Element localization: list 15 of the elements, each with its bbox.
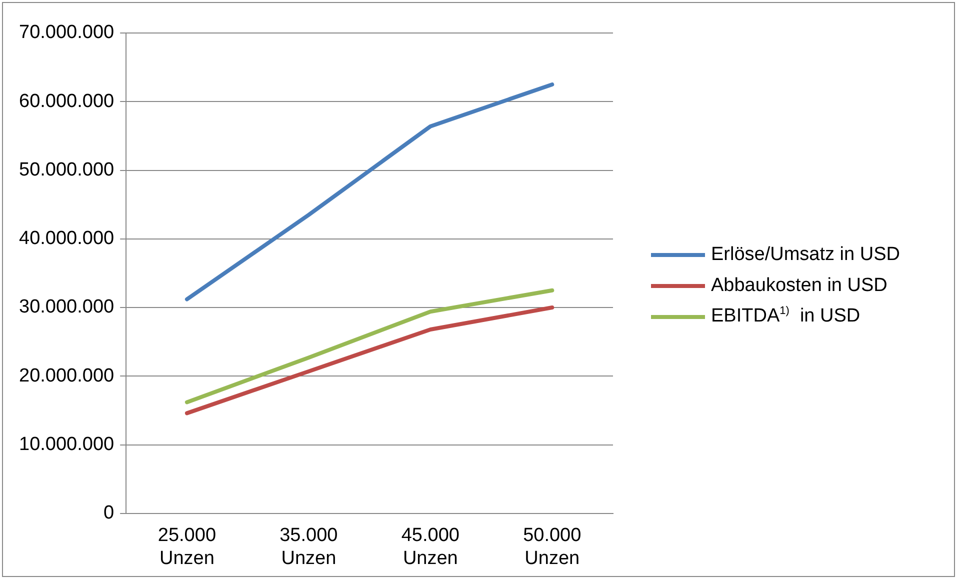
y-tick-label: 40.000.000 [19, 228, 114, 250]
y-tick-label: 50.000.000 [19, 159, 114, 180]
legend-label: EBITDA$^{1)}$ in USD [711, 305, 860, 328]
x-tick-label: 50.000 Unzen [523, 525, 582, 569]
y-tick-label: 20.000.000 [19, 365, 114, 386]
y-tick-label: 60.000.000 [19, 90, 114, 112]
y-tick-label: 10.000.000 [19, 434, 114, 456]
x-tick-label: 25.000 Unzen [158, 525, 216, 569]
legend-label: Erlöse/Umsatz in USD [711, 244, 900, 266]
x-tick-label: 45.000 Unzen [401, 525, 460, 569]
legend-label: Abbaukosten in USD [711, 274, 888, 296]
x-tick-label: 35.000 Unzen [280, 525, 338, 569]
y-tick-label: 70.000.000 [19, 22, 114, 44]
y-tick-label: 0 [104, 502, 114, 524]
y-tick-label: 30.000.000 [19, 296, 114, 318]
